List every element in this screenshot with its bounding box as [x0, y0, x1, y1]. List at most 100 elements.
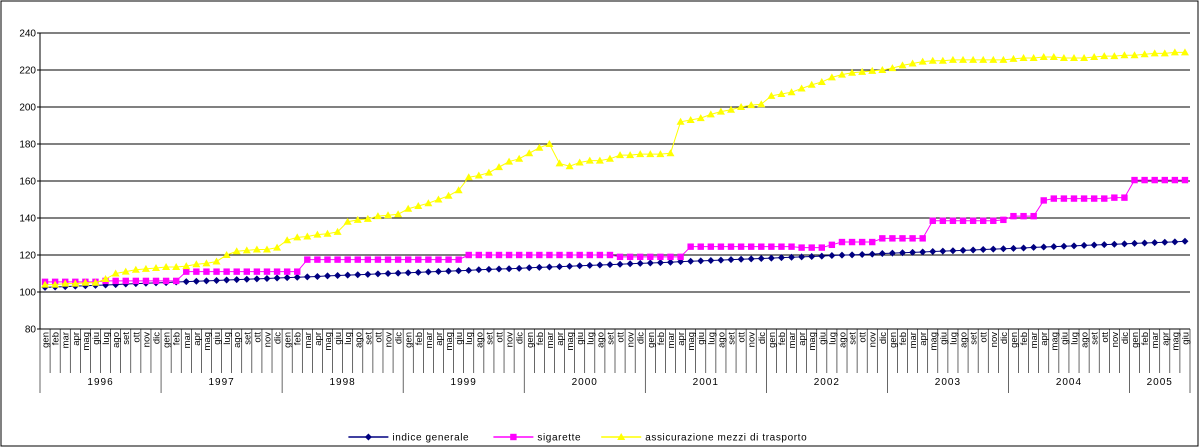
marker — [879, 235, 886, 242]
marker — [505, 251, 513, 259]
marker — [121, 267, 130, 275]
marker — [888, 64, 897, 72]
x-tick-label: ago — [595, 332, 606, 348]
marker — [354, 271, 362, 279]
marker — [837, 70, 846, 78]
marker — [434, 195, 443, 203]
marker — [415, 256, 422, 263]
x-tick-label: ago — [111, 332, 122, 348]
marker — [213, 268, 220, 275]
marker — [626, 260, 634, 268]
x-tick-label: ott — [737, 332, 748, 343]
marker — [969, 217, 977, 224]
marker — [818, 252, 826, 260]
marker — [929, 247, 937, 255]
x-tick-label: feb — [898, 332, 909, 345]
marker — [575, 158, 584, 166]
marker — [838, 251, 846, 259]
x-tick-label: mag — [565, 332, 576, 350]
marker — [494, 163, 503, 171]
marker — [696, 114, 705, 122]
marker — [203, 268, 210, 275]
x-tick-label: set — [1090, 332, 1101, 345]
x-tick-label: gen — [1130, 332, 1141, 348]
marker — [1009, 244, 1017, 252]
x-tick-label: gen — [888, 332, 899, 348]
marker — [162, 277, 170, 285]
marker — [838, 238, 846, 246]
marker — [445, 267, 453, 275]
marker — [273, 274, 281, 282]
x-tick-label: ott — [858, 332, 869, 343]
marker — [818, 244, 825, 251]
x-tick-label: feb — [293, 332, 304, 345]
x-tick-label: giu — [1059, 332, 1070, 345]
marker — [959, 55, 968, 63]
marker — [928, 56, 937, 64]
y-tick-label: 180 — [19, 140, 36, 151]
marker — [484, 168, 493, 176]
marker — [899, 249, 906, 257]
marker — [313, 230, 322, 238]
marker — [827, 73, 836, 81]
x-tick-label: nov — [747, 332, 758, 348]
x-tick-label: ago — [959, 332, 970, 348]
x-tick-label: gen — [525, 332, 536, 348]
x-tick-label: mar — [666, 332, 677, 348]
marker — [586, 261, 594, 269]
marker — [434, 267, 442, 275]
marker — [899, 235, 906, 242]
marker — [546, 251, 553, 259]
marker — [1030, 212, 1037, 220]
marker — [1120, 51, 1129, 59]
marker — [1170, 48, 1179, 56]
marker — [747, 255, 755, 263]
marker — [414, 201, 423, 209]
year-label: 2003 — [935, 377, 961, 388]
x-tick-label: dic — [878, 332, 889, 344]
x-tick-label: feb — [656, 332, 667, 345]
marker — [1029, 53, 1038, 61]
marker — [1141, 239, 1149, 247]
marker — [1059, 53, 1068, 61]
marker — [91, 278, 100, 286]
x-tick-label: feb — [172, 332, 183, 345]
marker — [141, 264, 150, 272]
marker — [41, 280, 50, 288]
x-tick-label: apr — [797, 332, 808, 346]
marker — [404, 204, 413, 212]
marker — [686, 115, 695, 123]
x-tick-label: mag — [323, 332, 334, 350]
x-tick-label: apr — [1160, 332, 1171, 346]
x-tick-label: set — [605, 332, 616, 345]
marker — [939, 217, 947, 224]
marker — [1121, 194, 1128, 201]
x-tick-label: gen — [404, 332, 415, 348]
marker — [757, 100, 766, 108]
x-tick-label: mar — [545, 332, 556, 348]
marker — [848, 251, 856, 259]
year-label: 1996 — [87, 377, 113, 388]
marker — [646, 150, 655, 158]
marker — [101, 275, 110, 283]
x-tick-label: dic — [999, 332, 1010, 344]
marker — [131, 265, 140, 273]
marker — [1131, 176, 1138, 184]
marker — [1171, 176, 1179, 184]
marker — [192, 260, 201, 268]
x-tick-label: mag — [1170, 332, 1181, 350]
marker — [122, 277, 129, 285]
marker — [333, 227, 342, 235]
marker — [999, 245, 1007, 253]
marker — [817, 78, 826, 86]
marker — [223, 276, 231, 284]
x-tick-label: ago — [1080, 332, 1091, 348]
marker — [294, 268, 301, 275]
marker — [797, 84, 806, 92]
marker — [394, 256, 402, 263]
x-tick-label: ott — [1100, 332, 1111, 343]
marker — [364, 433, 372, 441]
marker — [909, 248, 917, 256]
y-tick-label: 220 — [19, 66, 36, 77]
